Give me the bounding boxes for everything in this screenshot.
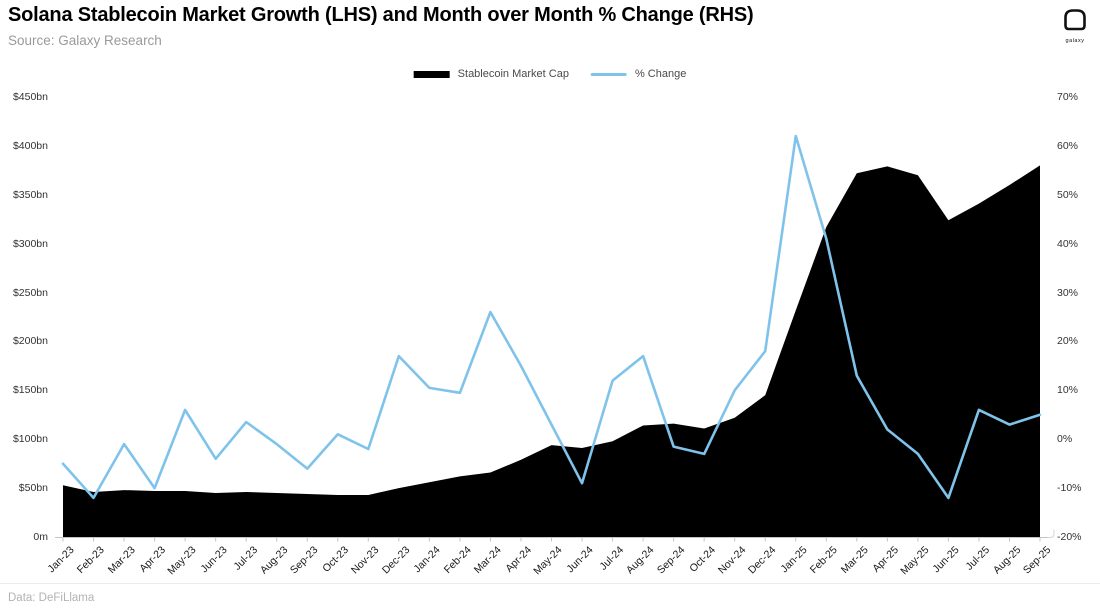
y-axis-label-left: $250bn	[12, 286, 48, 299]
chart-source: Source: Galaxy Research	[8, 33, 162, 48]
y-axis-label-left: $300bn	[12, 237, 48, 250]
axis-corner	[1047, 529, 1055, 538]
y-axis-label-right: 40%	[1057, 237, 1079, 250]
y-axis-label-right: 30%	[1057, 286, 1079, 299]
legend-label-market-cap: Stablecoin Market Cap	[457, 68, 569, 80]
y-axis-label-right: -20%	[1057, 531, 1082, 543]
y-axis-label-left: $50bn	[18, 482, 48, 495]
galaxy-logo-label: galaxy	[1065, 38, 1085, 44]
y-axis-label-left: $350bn	[12, 188, 48, 201]
pct-change-swatch	[590, 72, 627, 76]
chart-legend: Stablecoin Market Cap % Change	[413, 68, 687, 80]
y-axis-label-right: 20%	[1057, 335, 1079, 348]
footer-divider	[0, 583, 1100, 584]
chart-title: Solana Stablecoin Market Growth (LHS) an…	[8, 4, 754, 26]
y-axis-label-left: $400bn	[12, 139, 48, 152]
legend-label-pct-change: % Change	[634, 68, 687, 80]
y-axis-label-right: 70%	[1057, 91, 1079, 103]
legend-item-pct-change: % Change	[590, 68, 687, 80]
pct-change-line	[61, 134, 1042, 500]
y-axis-label-left: $150bn	[12, 384, 48, 397]
y-axis-label-left: $100bn	[12, 433, 48, 446]
galaxy-helmet-icon	[1064, 9, 1086, 31]
y-axis-label-right: 60%	[1057, 139, 1079, 152]
market-cap-swatch	[413, 70, 450, 78]
y-axis-label-right: 10%	[1057, 384, 1079, 397]
y-axis-label-left: $450bn	[12, 91, 48, 103]
galaxy-logo: galaxy	[1058, 8, 1092, 44]
stablecoin-market-cap-area	[63, 165, 1040, 537]
data-attribution: Data: DeFiLlama	[8, 592, 95, 604]
y-axis-label-right: 50%	[1057, 188, 1079, 201]
legend-item-market-cap: Stablecoin Market Cap	[413, 68, 569, 80]
y-axis-label-left: 0m	[33, 531, 48, 543]
y-axis-label-left: $200bn	[12, 335, 48, 348]
y-axis-label-right: 0%	[1057, 433, 1073, 446]
y-axis-label-right: -10%	[1057, 482, 1082, 495]
